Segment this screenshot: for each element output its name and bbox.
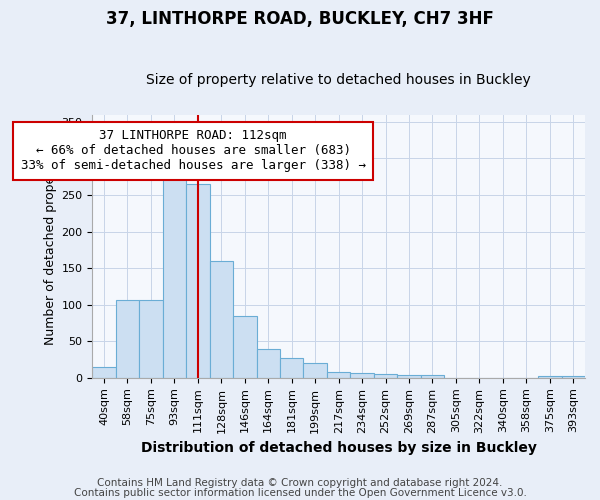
Bar [538,376,562,378]
Bar [397,375,421,378]
Bar [304,363,327,378]
Bar [280,358,304,378]
Bar [233,316,257,378]
Text: Contains public sector information licensed under the Open Government Licence v3: Contains public sector information licen… [74,488,526,498]
Bar [327,372,350,378]
Bar [163,166,186,378]
Bar [421,375,444,378]
Bar [186,184,209,378]
Bar [139,300,163,378]
X-axis label: Distribution of detached houses by size in Buckley: Distribution of detached houses by size … [141,441,536,455]
Text: 37 LINTHORPE ROAD: 112sqm
← 66% of detached houses are smaller (683)
33% of semi: 37 LINTHORPE ROAD: 112sqm ← 66% of detac… [20,129,365,172]
Bar [374,374,397,378]
Bar [350,372,374,378]
Text: Contains HM Land Registry data © Crown copyright and database right 2024.: Contains HM Land Registry data © Crown c… [97,478,503,488]
Bar [209,261,233,378]
Bar [92,367,116,378]
Title: Size of property relative to detached houses in Buckley: Size of property relative to detached ho… [146,73,531,87]
Bar [257,348,280,378]
Text: 37, LINTHORPE ROAD, BUCKLEY, CH7 3HF: 37, LINTHORPE ROAD, BUCKLEY, CH7 3HF [106,10,494,28]
Bar [562,376,585,378]
Bar [116,300,139,378]
Y-axis label: Number of detached properties: Number of detached properties [44,148,57,344]
